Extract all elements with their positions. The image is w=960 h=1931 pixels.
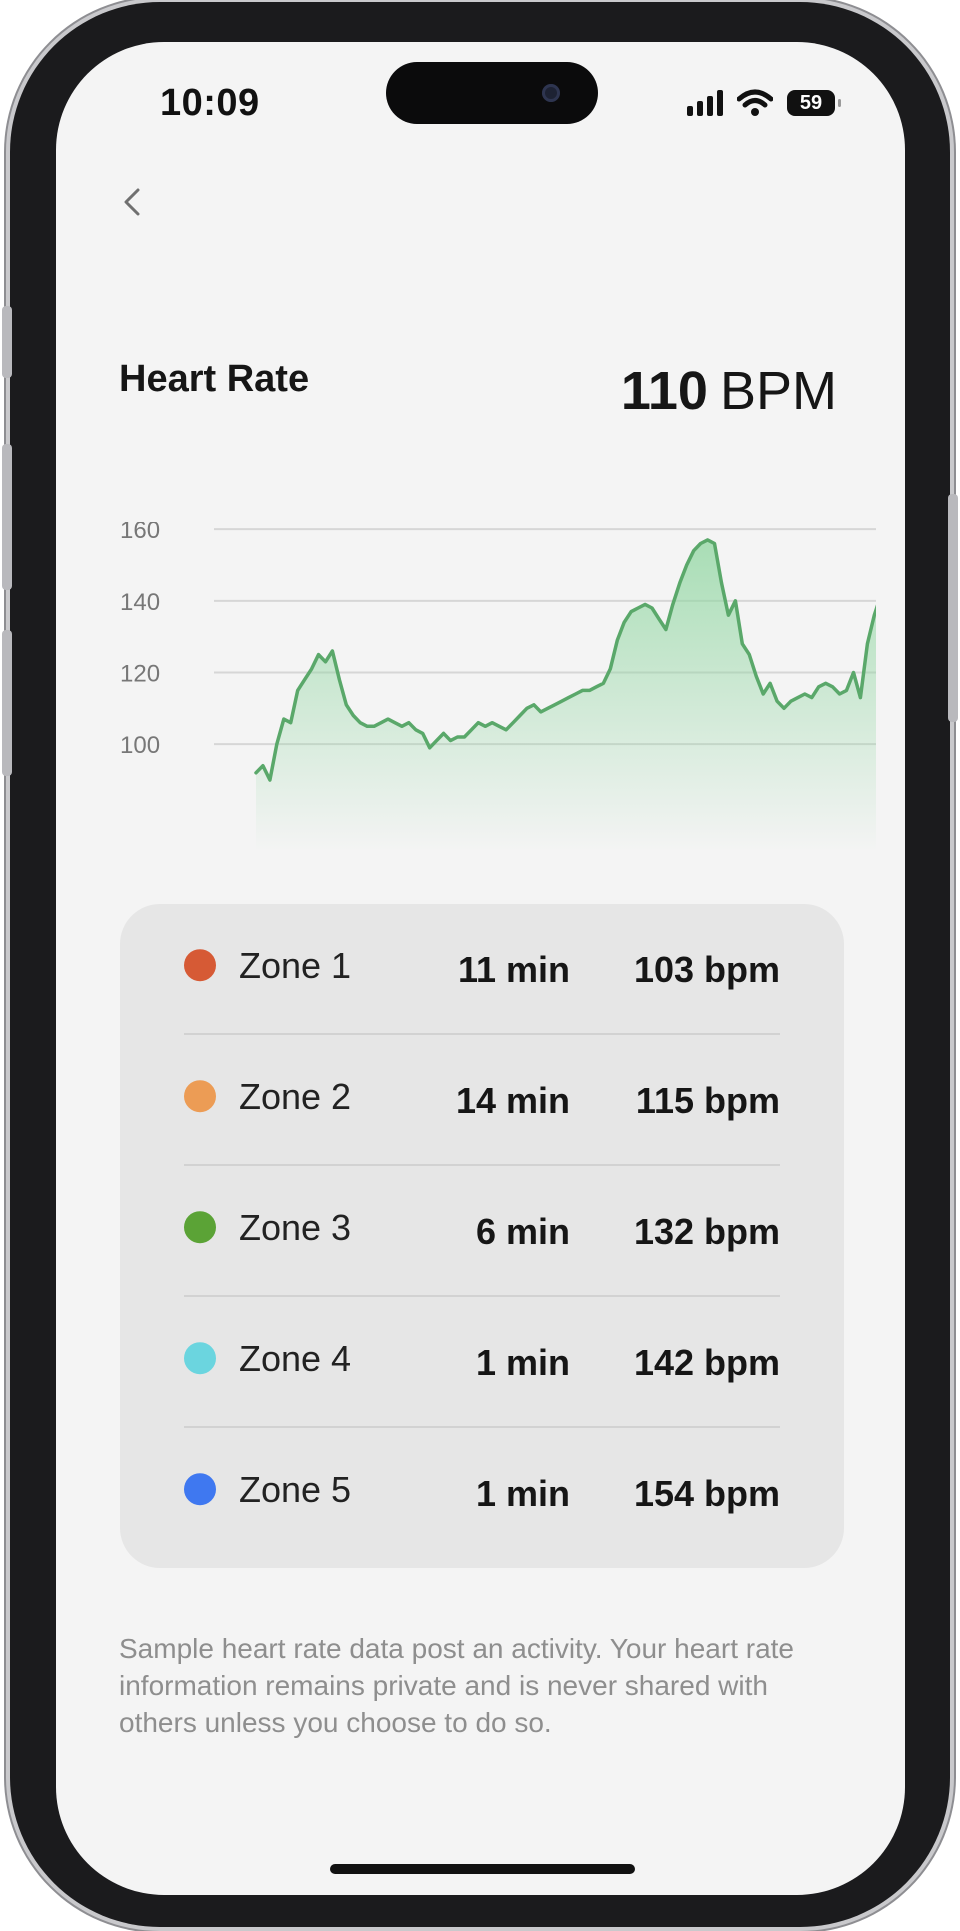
signal-icon [687, 90, 723, 116]
zone-minutes: 6 min [475, 1210, 570, 1252]
current-bpm: 110 BPM [621, 360, 837, 422]
divider [184, 1033, 780, 1035]
volume-down-button [2, 630, 12, 776]
current-bpm-value: 110 [620, 361, 708, 421]
back-button[interactable] [114, 182, 154, 222]
y-tick-label: 140 [120, 589, 160, 616]
zone-name: Zone 5 [239, 1468, 352, 1510]
zone-color-dot [184, 1210, 216, 1243]
zone-name: Zone 4 [239, 1337, 352, 1379]
zone-color-dot [184, 1341, 216, 1374]
power-button [948, 494, 958, 722]
zone-name: Zone 3 [239, 1206, 352, 1248]
zone-color-dot [184, 1472, 216, 1505]
chart-area [256, 539, 876, 852]
zone-bpm: 103 bpm [633, 948, 780, 990]
dynamic-island [386, 62, 598, 124]
wifi-icon [737, 89, 773, 116]
y-tick-label: 100 [120, 732, 160, 759]
zone-minutes: 1 min [475, 1341, 570, 1383]
volume-up-button [2, 444, 12, 590]
zone-row: Zone 4 1 min 142 bpm [184, 1297, 780, 1428]
current-bpm-unit: BPM [719, 361, 837, 421]
divider [184, 1164, 780, 1166]
zone-bpm: 154 bpm [633, 1472, 780, 1514]
status-icons: 59 [687, 86, 841, 120]
zone-row: Zone 3 6 min 132 bpm [184, 1166, 780, 1297]
zone-name: Zone 1 [239, 944, 352, 986]
zone-row: Zone 1 11 min 103 bpm [184, 904, 780, 1035]
divider [184, 1426, 780, 1428]
zones-card: Zone 1 11 min 103 bpm Zone 2 14 min 115 bpm Zo… [120, 904, 844, 1568]
zone-bpm: 142 bpm [633, 1341, 780, 1383]
zone-color-dot [184, 1079, 216, 1112]
zone-bpm: 115 bpm [635, 1079, 780, 1121]
battery-level: 59 [799, 91, 823, 114]
zone-minutes: 1 min [475, 1472, 570, 1514]
zone-minutes: 11 min [457, 948, 570, 990]
home-indicator[interactable] [330, 1864, 635, 1874]
battery-icon: 59 [787, 90, 841, 116]
page-title: Heart Rate [119, 358, 310, 400]
screen: 10:09 59 Heart Rate 110 BPM 100 120 140 160 [56, 42, 905, 1895]
y-tick-label: 160 [120, 522, 160, 544]
zone-name: Zone 2 [239, 1075, 352, 1117]
y-tick-label: 120 [120, 661, 160, 688]
zone-minutes: 14 min [455, 1079, 570, 1121]
status-time: 10:09 [160, 82, 260, 124]
action-button [2, 306, 12, 378]
camera-icon [542, 84, 560, 102]
zone-row: Zone 5 1 min 154 bpm [184, 1428, 780, 1559]
zone-row: Zone 2 14 min 115 bpm [184, 1035, 780, 1166]
divider [184, 1295, 780, 1297]
zone-color-dot [184, 948, 216, 981]
heart-rate-chart: 100 120 140 160 [120, 522, 876, 852]
chart-series-line [254, 538, 876, 782]
zone-bpm: 132 bpm [633, 1210, 780, 1252]
footnote: Sample heart rate data post an activity.… [119, 1633, 794, 1738]
